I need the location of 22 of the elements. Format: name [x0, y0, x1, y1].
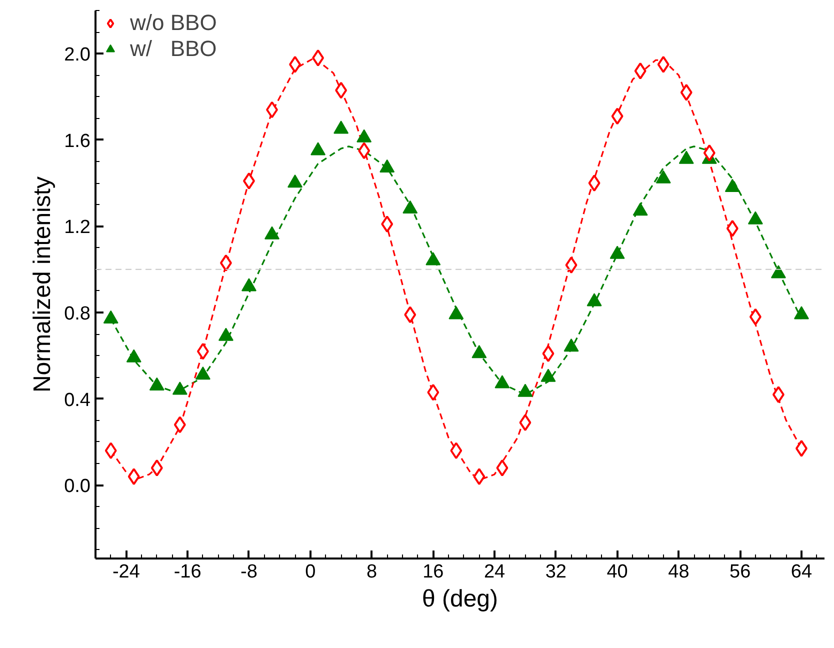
y-tick-label: 1.2	[64, 217, 91, 238]
y-tick-label: 2.0	[64, 44, 91, 66]
y-tick-label: 0.4	[64, 390, 91, 411]
y-tick-label: 0.8	[64, 304, 91, 325]
legend-label: w/o BBO	[130, 10, 217, 36]
x-tick-label: 40	[606, 562, 628, 582]
y-tick-label: 1.6	[64, 130, 91, 152]
x-tick-label: 56	[730, 562, 751, 582]
x-tick-label: -24	[112, 562, 140, 582]
y-tick-label: 0.0	[64, 476, 91, 498]
x-axis-title: θ (deg)	[422, 586, 498, 612]
x-tick-label: 48	[668, 562, 690, 582]
x-tick-label: 32	[545, 562, 566, 582]
x-tick-label: -16	[174, 562, 202, 582]
x-tick-label: 64	[790, 562, 812, 582]
legend-label: w/ BBO	[130, 36, 217, 62]
x-tick-label: -8	[240, 562, 258, 582]
x-tick-label: 24	[484, 562, 506, 582]
y-axis-title: Normalized intenisty	[29, 176, 56, 393]
x-tick-label: 0	[305, 562, 316, 582]
x-tick-label: 8	[366, 562, 378, 582]
x-tick-label: 16	[422, 562, 444, 582]
